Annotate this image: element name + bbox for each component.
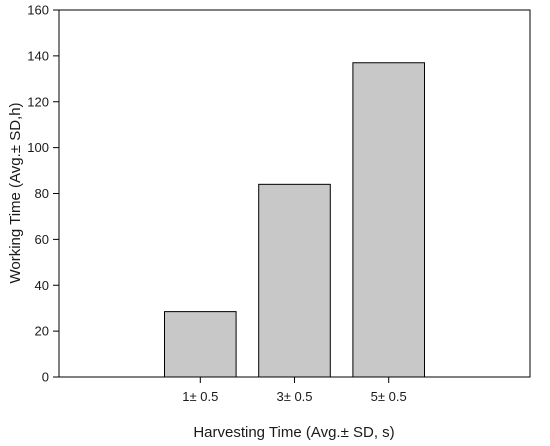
bar-3 — [352, 62, 425, 378]
y-axis-ticks: 0 20 40 60 80 100 120 140 160 — [27, 3, 59, 385]
bar-2 — [258, 183, 331, 378]
bar-1 — [164, 311, 237, 378]
y-axis-label: Working Time (Avg.± SD,h) — [7, 102, 24, 283]
y-tick-label: 60 — [35, 232, 49, 247]
y-tick-label: 160 — [27, 3, 49, 18]
y-tick-label: 100 — [27, 140, 49, 155]
y-tick-label: 80 — [35, 186, 49, 201]
y-tick-label: 0 — [42, 370, 49, 385]
y-tick-label: 40 — [35, 278, 49, 293]
x-axis-ticks: 1± 0.5 3± 0.5 5± 0.5 — [182, 377, 407, 404]
y-tick-label: 140 — [27, 48, 49, 63]
x-tick-label: 3± 0.5 — [276, 389, 312, 404]
x-tick-label: 1± 0.5 — [182, 389, 218, 404]
x-axis-label: Harvesting Time (Avg.± SD, s) — [193, 424, 394, 441]
y-tick-label: 20 — [35, 324, 49, 339]
bars — [164, 62, 425, 378]
x-tick-label: 5± 0.5 — [371, 389, 407, 404]
y-tick-label: 120 — [27, 94, 49, 109]
